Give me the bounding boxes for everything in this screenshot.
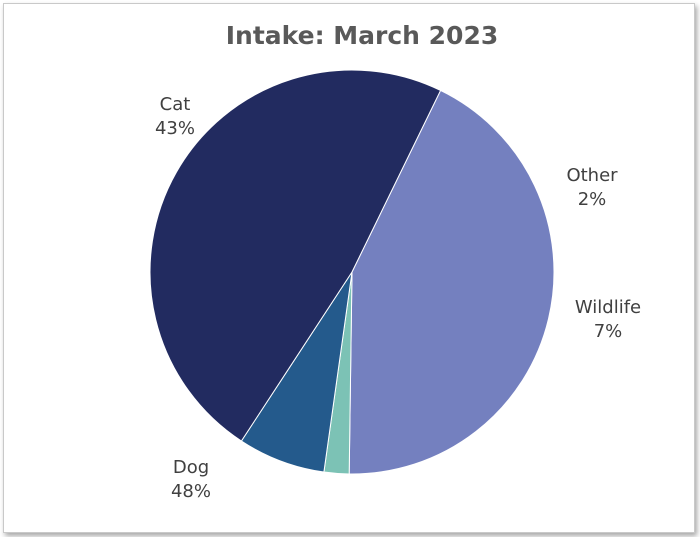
- slice-label-wildlife: Wildlife: [575, 297, 641, 318]
- slice-value-dog: 48%: [171, 481, 211, 502]
- slice-value-cat: 43%: [155, 118, 195, 139]
- pie-slices: [149, 69, 555, 475]
- pie-slice-cat: [348, 89, 555, 475]
- slice-label-cat: Cat: [160, 94, 191, 115]
- pie-slice-dog: [149, 69, 442, 442]
- slice-value-other: 2%: [578, 189, 607, 210]
- slice-label-other: Other: [566, 165, 618, 186]
- slice-label-dog: Dog: [173, 457, 209, 478]
- slice-value-wildlife: 7%: [594, 321, 623, 342]
- chart-title: Intake: March 2023: [226, 21, 499, 50]
- pie-labels: Cat 43% Other 2% Wildlife 7% Dog 48%: [155, 94, 641, 502]
